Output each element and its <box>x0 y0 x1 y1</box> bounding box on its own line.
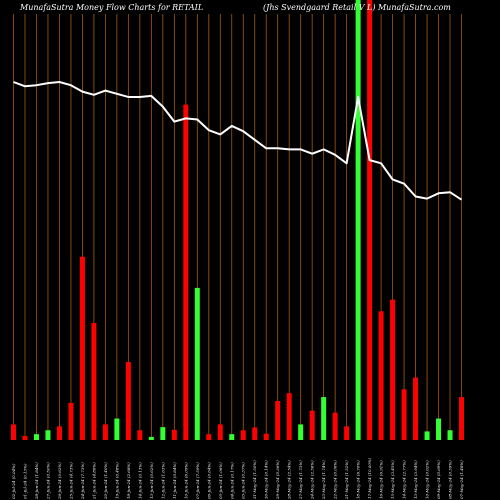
x-tick-label: 13-May-24 (3.94%) <box>413 460 418 499</box>
money-flow-bar <box>160 427 166 440</box>
x-tick-label: 08-May-24 (0.59%) <box>448 460 453 499</box>
money-flow-bar <box>447 430 453 440</box>
x-tick-label: 17-May-24 (10.00%) <box>367 457 372 499</box>
x-tick-label: 04-Jun-24 (0.17%) <box>229 462 234 499</box>
money-flow-bar <box>332 412 338 440</box>
x-tick-label: 27-Jun-24 (0.50%) <box>45 462 50 500</box>
money-flow-bar <box>114 418 120 440</box>
money-flow-bar <box>286 393 292 440</box>
x-tick-label: 05-Jun-24 (1.06%) <box>218 462 223 499</box>
money-flow-bar <box>125 362 131 440</box>
x-tick-label: 26-Jun-24 (0.62%) <box>57 462 62 500</box>
x-tick-label: 31-May-24 (1.50%) <box>252 460 257 499</box>
money-flow-bar <box>367 0 373 441</box>
money-flow-bar <box>344 426 350 440</box>
money-flow-bar <box>68 402 74 440</box>
money-flow-bar <box>183 104 189 440</box>
x-tick-label: 18-Jun-24 (2.68%) <box>126 462 131 499</box>
money-flow-bar <box>206 434 212 440</box>
x-tick-label: 29-May-24 (0.36%) <box>275 460 280 500</box>
money-flow-bar <box>22 436 28 440</box>
money-flow-bar <box>148 436 154 440</box>
money-flow-bar <box>33 434 39 440</box>
x-tick-label: 13-Jun-24 (0.62%) <box>149 462 154 499</box>
money-flow-bar <box>252 427 258 440</box>
price-line <box>13 81 463 201</box>
x-tick-label: 11-Jun-24 (0.84%) <box>172 462 177 499</box>
money-flow-bar <box>102 424 108 440</box>
x-tick-label: 22-May-24 (0.06%) <box>333 460 338 500</box>
money-flow-bar <box>401 389 407 440</box>
chart-header-right: (Jhs Svendgaard Retail V L) MunafaSutra.… <box>263 3 451 12</box>
money-flow-bar <box>390 299 396 440</box>
x-tick-label: 23-May-24 (1.74%) <box>321 460 326 500</box>
x-tick-label: 15-May-24 (3.45%) <box>390 460 395 499</box>
x-tick-label: 28-May-24 (2.54%) <box>287 460 292 500</box>
x-tick-label: 14-Jun-24 (0.13%) <box>137 462 142 499</box>
money-flow-bar <box>91 323 97 440</box>
money-flow-bar <box>45 430 51 440</box>
money-flow-bar <box>79 256 85 440</box>
x-tick-label: 21-May-24 (1.52%) <box>344 460 349 500</box>
x-tick-label: 06-Jun-24 (0.64%) <box>206 462 211 499</box>
money-flow-bar <box>275 401 281 440</box>
money-flow-bar <box>263 433 269 440</box>
x-tick-label: 30-May-24 (0.14%) <box>264 460 269 499</box>
x-tick-label: 21-Jun-24 (4.86%) <box>91 462 96 500</box>
money-flow-bar <box>240 430 246 440</box>
x-tick-label: 19-Jun-24 (0.48%) <box>114 462 119 499</box>
x-tick-label: 12-Jun-24 (1.63%) <box>160 462 165 499</box>
x-tick-label: 10-May-24 (0.62%) <box>425 460 430 499</box>
bars <box>11 0 464 441</box>
x-tick-label: 01-Jul-24 (0.13%) <box>22 463 27 499</box>
x-tick-label: 02-Jul-24 (0.04%) <box>11 463 16 499</box>
money-flow-bar <box>355 0 361 441</box>
money-flow-bar <box>194 287 200 440</box>
x-tick-label: 18-May-24 (6.70%) <box>356 460 361 499</box>
money-flow-bar <box>298 424 304 440</box>
x-tick-label: 24-May-24 (2.56%) <box>310 460 315 500</box>
chart-header-left: MunafaSutra Money Flow Charts for RETAIL <box>19 3 203 12</box>
x-tick-label: 09-May-24 (0.69%) <box>436 460 441 499</box>
money-flow-bar <box>56 426 62 440</box>
money-flow-bar <box>424 431 430 440</box>
money-flow-bar <box>137 430 143 440</box>
money-flow-bar <box>217 424 223 440</box>
money-flow-bar <box>309 410 315 440</box>
money-flow-bar <box>378 311 384 440</box>
x-tick-label: 20-Jun-24 (1.40%) <box>103 462 108 500</box>
money-flow-bar <box>413 377 419 440</box>
x-tick-labels: 02-Jul-24 (0.04%) 01-Jul-24 (0.13%) 28-Jun… <box>11 457 464 500</box>
x-tick-label: 14-May-24 (2.77%) <box>402 460 407 499</box>
money-flow-bar <box>321 397 327 440</box>
money-flow-bar <box>459 397 464 440</box>
x-tick-label: 28-Jun-24 (1.84%) <box>34 462 39 500</box>
x-tick-label: 07-Jun-24 (7.59%) <box>195 462 200 499</box>
x-tick-label: 16-May-24 (6.91%) <box>379 460 384 499</box>
x-tick-label: 10-Jun-24 (6.09%) <box>183 462 188 499</box>
x-tick-label: 25-Jun-24 (4.73%) <box>68 462 73 500</box>
price-line-path <box>13 81 463 201</box>
money-flow-bar <box>11 424 16 440</box>
x-tick-label: 07-May-24 (1.48%) <box>459 460 464 499</box>
money-flow-bar <box>171 429 177 440</box>
x-tick-label: 03-Jun-24 (0.37%) <box>241 462 246 499</box>
x-tick-label: 24-Jun-24 (7.73%) <box>80 462 85 500</box>
money-flow-bar <box>229 434 235 440</box>
money-flow-bar <box>436 418 442 440</box>
x-tick-label: 27-May-24 (1.73%) <box>298 460 303 500</box>
